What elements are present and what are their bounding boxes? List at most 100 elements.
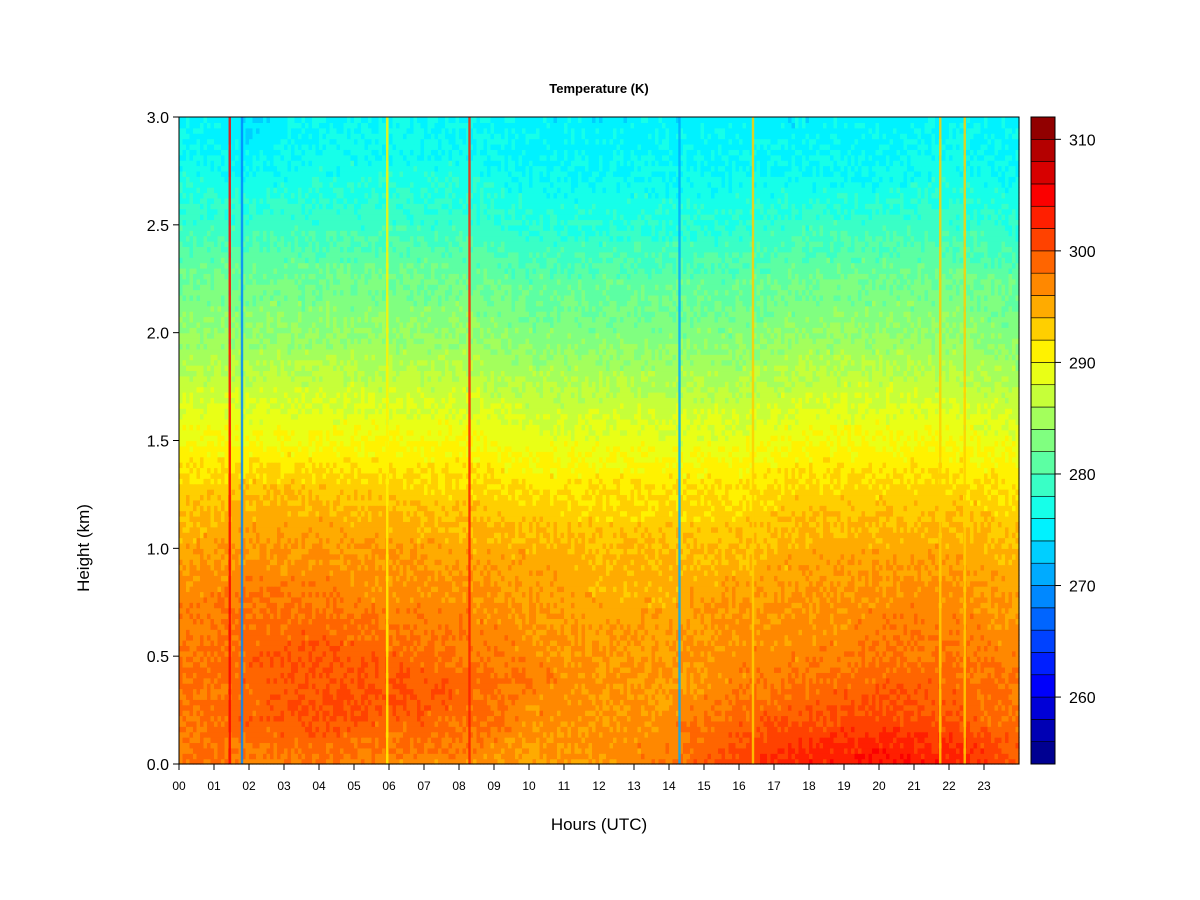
heatmap-cell — [200, 662, 204, 668]
heatmap-cell — [820, 737, 824, 743]
heatmap-cell — [820, 672, 824, 678]
heatmap-cell — [442, 667, 446, 673]
heatmap-cell — [771, 710, 775, 716]
heatmap-cell — [519, 715, 523, 721]
heatmap-cell — [529, 694, 533, 700]
heatmap-cell — [375, 662, 379, 668]
heatmap-cell — [389, 748, 393, 754]
heatmap-cell — [823, 699, 827, 705]
heatmap-cell — [729, 678, 733, 684]
heatmap-cell — [862, 732, 866, 738]
heatmap-cell — [757, 656, 761, 662]
heatmap-cell — [428, 656, 432, 662]
heatmap-cell — [589, 672, 593, 678]
heatmap-cell — [732, 737, 736, 743]
heatmap-cell — [214, 689, 218, 695]
heatmap-cell — [858, 715, 862, 721]
heatmap-cell — [897, 742, 901, 748]
heatmap-cell — [368, 678, 372, 684]
heatmap-cell — [942, 710, 946, 716]
heatmap-cell — [281, 732, 285, 738]
heatmap-cell — [904, 753, 908, 759]
heatmap-cell — [925, 705, 929, 711]
heatmap-cell — [977, 683, 981, 689]
heatmap-cell — [823, 678, 827, 684]
heatmap-cell — [498, 726, 502, 732]
heatmap-cell — [757, 694, 761, 700]
heatmap-cell — [799, 715, 803, 721]
heatmap-cell — [190, 672, 194, 678]
heatmap-cell — [694, 662, 698, 668]
heatmap-cell — [652, 748, 656, 754]
heatmap-cell — [697, 753, 701, 759]
heatmap-cell — [932, 699, 936, 705]
heatmap-cell — [991, 694, 995, 700]
heatmap-cell — [795, 705, 799, 711]
heatmap-cell — [193, 651, 197, 657]
heatmap-cell — [491, 732, 495, 738]
heatmap-cell — [792, 662, 796, 668]
heatmap-cell — [844, 683, 848, 689]
heatmap-cell — [536, 710, 540, 716]
heatmap-cell — [830, 715, 834, 721]
heatmap-cell — [253, 726, 257, 732]
heatmap-cell — [253, 753, 257, 759]
heatmap-cell — [585, 705, 589, 711]
heatmap-cell — [988, 705, 992, 711]
heatmap-cell — [456, 672, 460, 678]
heatmap-cell — [571, 742, 575, 748]
heatmap-cell — [379, 694, 383, 700]
heatmap-cell — [638, 689, 642, 695]
heatmap-cell — [487, 715, 491, 721]
heatmap-cell — [781, 710, 785, 716]
heatmap-cell — [393, 672, 397, 678]
heatmap-cell — [494, 748, 498, 754]
heatmap-cell — [876, 748, 880, 754]
heatmap-cell — [505, 732, 509, 738]
heatmap-cell — [365, 742, 369, 748]
heatmap-cell — [508, 699, 512, 705]
heatmap-cell — [585, 699, 589, 705]
heatmap-cell — [211, 737, 215, 743]
heatmap-cell — [473, 726, 477, 732]
heatmap-cell — [627, 710, 631, 716]
heatmap-cell — [655, 753, 659, 759]
heatmap-cell — [809, 732, 813, 738]
heatmap-cell — [827, 726, 831, 732]
heatmap-plot-area — [179, 117, 1020, 765]
heatmap-cell — [267, 678, 271, 684]
heatmap-cell — [970, 678, 974, 684]
heatmap-cell — [823, 710, 827, 716]
heatmap-cell — [900, 678, 904, 684]
heatmap-cell — [295, 651, 299, 657]
heatmap-cell — [995, 683, 999, 689]
heatmap-cell — [365, 672, 369, 678]
heatmap-cell — [606, 672, 610, 678]
heatmap-cell — [498, 667, 502, 673]
heatmap-cell — [183, 672, 187, 678]
heatmap-cell — [802, 689, 806, 695]
heatmap-cell — [806, 683, 810, 689]
heatmap-cell — [1012, 683, 1016, 689]
heatmap-cell — [879, 737, 883, 743]
heatmap-cell — [519, 721, 523, 727]
heatmap-cell — [449, 732, 453, 738]
heatmap-cell — [925, 732, 929, 738]
heatmap-cell — [263, 748, 267, 754]
heatmap-cell — [841, 753, 845, 759]
heatmap-cell — [589, 732, 593, 738]
heatmap-cell — [379, 732, 383, 738]
heatmap-cell — [526, 699, 530, 705]
heatmap-cell — [837, 662, 841, 668]
heatmap-cell — [414, 710, 418, 716]
heatmap-cell — [452, 715, 456, 721]
heatmap-cell — [897, 737, 901, 743]
heatmap-cell — [736, 721, 740, 727]
heatmap-cell — [568, 742, 572, 748]
heatmap-cell — [323, 694, 327, 700]
heatmap-cell — [533, 726, 537, 732]
heatmap-cell — [956, 715, 960, 721]
heatmap-cell — [711, 662, 715, 668]
heatmap-cell — [561, 726, 565, 732]
heatmap-cell — [1002, 699, 1006, 705]
